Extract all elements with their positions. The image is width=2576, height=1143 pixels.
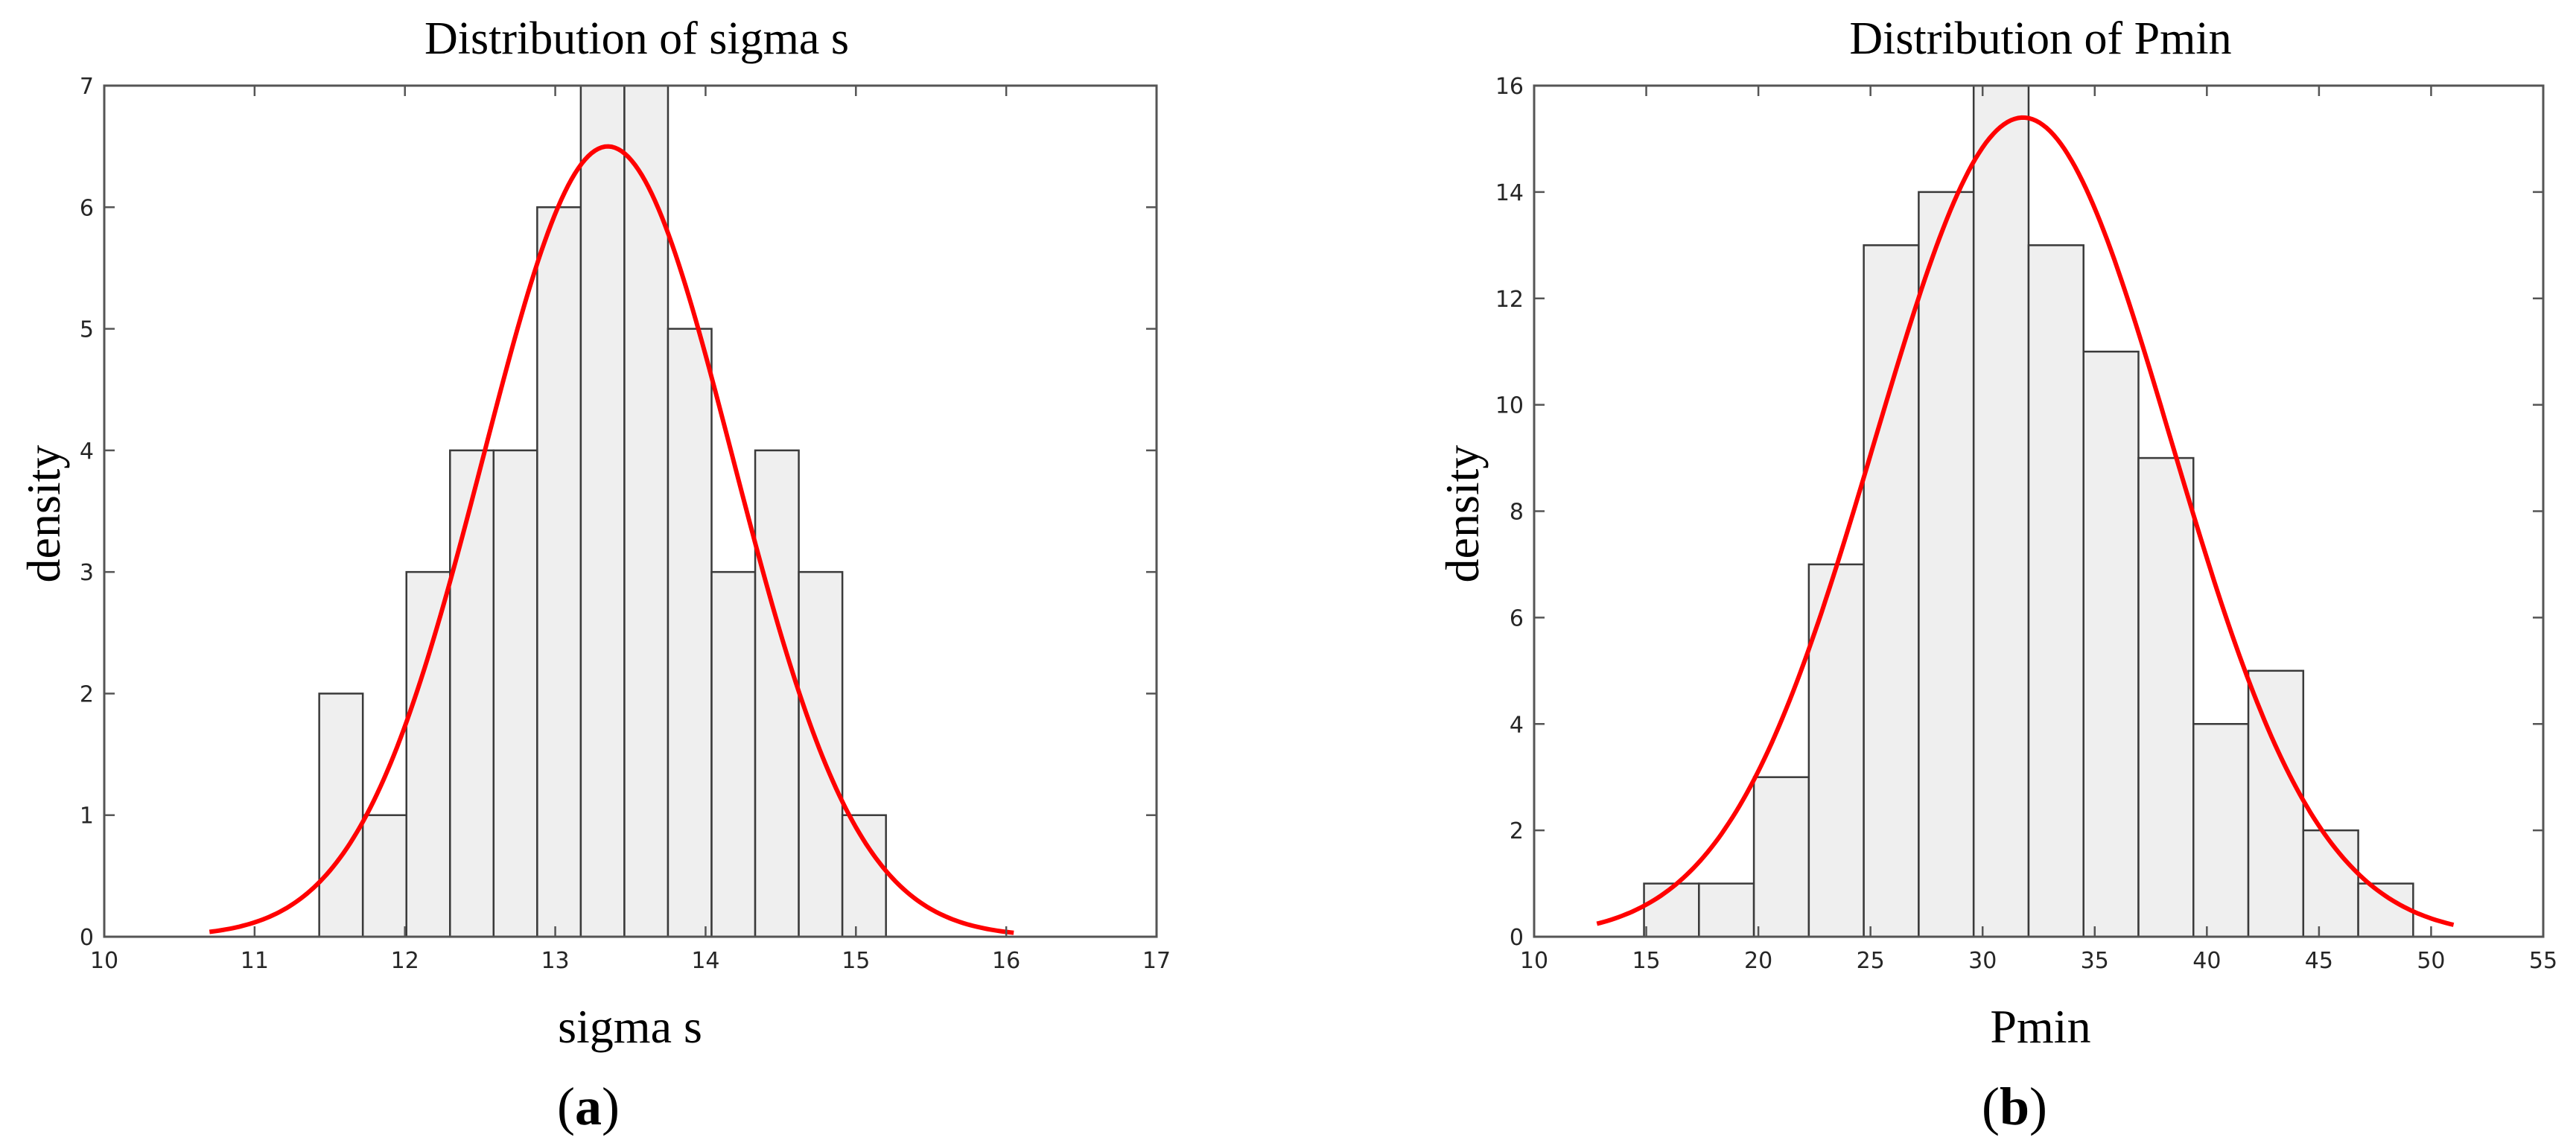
chart-panel-a: Distribution of sigma s 10 11 12 13 14 15 16 17… xyxy=(17,13,1171,1136)
axes-frame xyxy=(103,84,1158,938)
x-tick-label: 20 xyxy=(1744,948,1772,974)
y-axis-label: density xyxy=(1436,445,1489,583)
panel-letter: a xyxy=(575,1077,602,1136)
histogram-bar xyxy=(536,206,582,938)
histogram-bar xyxy=(2357,882,2414,938)
histogram-bar xyxy=(1752,776,1810,938)
x-tick-label: 15 xyxy=(842,948,870,974)
y-ticks-group: 0 2 4 6 8 10 12 14 16 xyxy=(1495,74,2543,951)
y-tick-label: 12 xyxy=(1495,287,1524,313)
histogram-bar xyxy=(2192,723,2250,938)
histogram-bar xyxy=(318,693,364,938)
chart-title: Distribution of sigma s xyxy=(424,13,849,64)
histogram-bar xyxy=(2302,829,2359,938)
histogram-bar xyxy=(754,449,800,938)
x-tick-label: 25 xyxy=(1857,948,1885,974)
normal-fit-curve xyxy=(1596,115,2455,927)
histogram-bar xyxy=(1863,244,1920,938)
histogram-bar xyxy=(667,328,713,938)
x-ticks-group: 10 15 20 25 30 35 40 45 50 55 xyxy=(1520,86,2557,974)
normal-fit-curve xyxy=(209,144,1014,935)
y-tick-label: 0 xyxy=(1510,925,1524,951)
y-tick-label: 1 xyxy=(80,803,94,830)
x-tick-label: 11 xyxy=(241,948,269,974)
x-tick-label: 16 xyxy=(992,948,1020,974)
histogram-bar xyxy=(1643,882,1700,938)
histogram-bar xyxy=(2137,456,2195,938)
panel-label-b: (b) xyxy=(1982,1077,2047,1136)
panel-letter: b xyxy=(2000,1077,2029,1136)
y-tick-label: 10 xyxy=(1495,393,1524,419)
x-ticks-group: 10 11 12 13 14 15 16 17 xyxy=(90,86,1171,974)
x-tick-label: 13 xyxy=(541,948,569,974)
histogram-bar xyxy=(1698,882,1755,938)
y-tick-label: 8 xyxy=(1510,500,1524,526)
y-tick-label: 6 xyxy=(80,195,94,221)
y-tick-label: 2 xyxy=(80,681,94,707)
chart-title: Distribution of Pmin xyxy=(1849,13,2231,64)
x-tick-label: 40 xyxy=(2192,948,2221,974)
chart-panel-b: Distribution of Pmin 10 15 20 25 30 35 40 45 50 5… xyxy=(1436,13,2557,1136)
x-tick-label: 14 xyxy=(691,948,719,974)
histogram-bar xyxy=(1918,191,1975,938)
histogram-bar xyxy=(710,570,757,938)
y-ticks-group: 0 1 2 3 4 5 6 7 xyxy=(80,74,1157,951)
histogram-bar xyxy=(1972,84,2030,938)
y-tick-label: 7 xyxy=(80,74,94,100)
y-tick-label: 3 xyxy=(80,560,94,586)
x-tick-label: 10 xyxy=(90,948,118,974)
x-tick-label: 30 xyxy=(1968,948,1997,974)
x-tick-label: 17 xyxy=(1142,948,1171,974)
histogram-bar xyxy=(2027,244,2084,938)
y-tick-label: 4 xyxy=(80,439,94,465)
histogram-bar xyxy=(361,814,407,938)
histogram-bar xyxy=(2247,669,2305,938)
y-tick-label: 6 xyxy=(1510,605,1524,631)
x-tick-label: 55 xyxy=(2529,948,2557,974)
histogram-bar xyxy=(492,449,538,938)
bars-group xyxy=(318,84,887,938)
y-tick-label: 4 xyxy=(1510,712,1524,738)
y-tick-label: 16 xyxy=(1495,74,1524,100)
y-axis-label: density xyxy=(17,445,70,583)
x-tick-label: 50 xyxy=(2417,948,2445,974)
x-tick-label: 15 xyxy=(1632,948,1660,974)
y-tick-label: 2 xyxy=(1510,818,1524,844)
histogram-bar xyxy=(405,570,451,938)
histogram-bar xyxy=(623,84,670,938)
histogram-bar xyxy=(579,84,626,938)
x-tick-label: 35 xyxy=(2081,948,2109,974)
x-tick-label: 10 xyxy=(1520,948,1548,974)
histogram-bar xyxy=(841,814,887,938)
y-tick-label: 14 xyxy=(1495,180,1524,206)
x-tick-label: 12 xyxy=(391,948,419,974)
y-tick-label: 0 xyxy=(80,925,94,951)
histogram-bar xyxy=(449,449,495,938)
x-axis-label: Pmin xyxy=(1990,1000,2090,1053)
y-tick-label: 5 xyxy=(80,317,94,343)
histogram-bar xyxy=(2082,350,2140,938)
x-axis-label: sigma s xyxy=(558,1000,702,1053)
bars-group xyxy=(1643,84,2414,938)
x-tick-label: 45 xyxy=(2305,948,2333,974)
panel-label-a: (a) xyxy=(557,1077,620,1136)
